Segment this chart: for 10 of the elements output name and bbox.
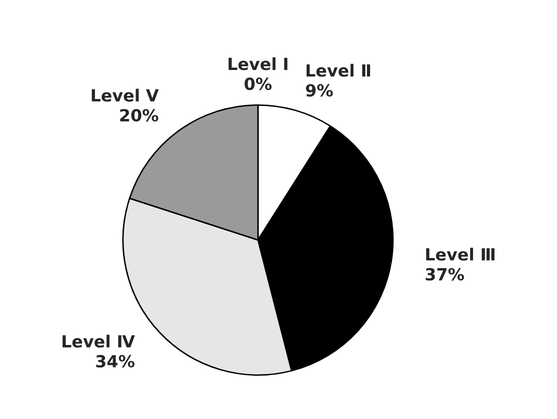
category-label: Level Ⅰ [228, 57, 288, 70]
data-label: 20% [120, 108, 158, 122]
data-label: 9% [306, 84, 333, 97]
data-label: 37% [426, 268, 464, 281]
text: 0% [244, 78, 272, 90]
slice-label: Level Ⅳ [62, 334, 135, 348]
slice-label: Level Ⅱ [306, 64, 370, 77]
data-label: 34% [96, 354, 134, 368]
slice-label: Level Ⅴ [92, 88, 159, 102]
slice-label: Level Ⅲ [426, 248, 494, 261]
